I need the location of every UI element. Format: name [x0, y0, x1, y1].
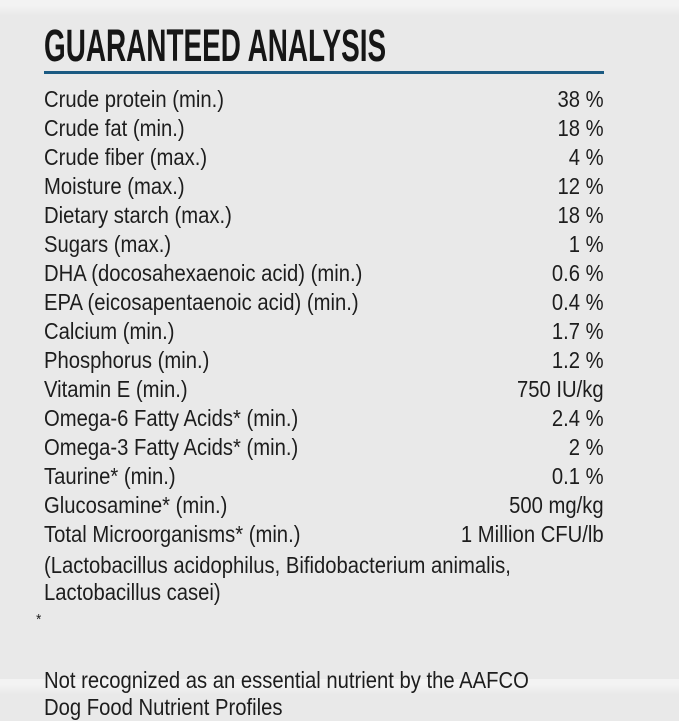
nutrient-label: DHA (docosahexaenoic acid) (min.) — [44, 260, 363, 286]
nutrient-label: Calcium (min.) — [44, 318, 175, 344]
table-row: EPA (eicosapentaenoic acid) (min.) 0.4 % — [44, 288, 604, 317]
nutrient-value: 18 % — [557, 115, 604, 141]
nutrient-label: Taurine* (min.) — [44, 463, 176, 489]
table-row: Vitamin E (min.) 750 IU/kg — [44, 375, 604, 404]
table-row: Crude protein (min.) 38 % — [44, 85, 604, 114]
nutrient-value: 12 % — [557, 173, 604, 199]
table-row: Dietary starch (max.) 18 % — [44, 201, 604, 230]
nutrient-value: 2.4 % — [551, 405, 604, 431]
nutrient-value: 1 Million CFU/lb — [460, 521, 604, 547]
analysis-rows: Crude protein (min.) 38 % Crude fat (min… — [44, 85, 604, 549]
nutrient-label: Omega-6 Fatty Acids* (min.) — [44, 405, 299, 431]
footnote-text: Not recognized as an essential nutrient … — [44, 667, 529, 720]
footnote-asterisk: * — [36, 611, 42, 628]
table-row: Calcium (min.) 1.7 % — [44, 317, 604, 346]
nutrient-value: 0.1 % — [551, 463, 604, 489]
guaranteed-analysis-panel: GUARANTEED ANALYSIS Crude protein (min.)… — [36, 20, 604, 721]
nutrient-value: 2 % — [568, 434, 604, 460]
nutrient-label: Sugars (max.) — [44, 231, 172, 257]
page-title: GUARANTEED ANALYSIS — [44, 20, 387, 71]
table-row: Crude fat (min.) 18 % — [44, 114, 604, 143]
nutrient-label: Crude fiber (max.) — [44, 144, 208, 170]
nutrient-label: Glucosamine* (min.) — [44, 492, 228, 518]
microorganism-species-note: (Lactobacillus acidophilus, Bifidobacter… — [44, 552, 511, 605]
nutrient-value: 1.7 % — [551, 318, 604, 344]
table-row: Phosphorus (min.) 1.2 % — [44, 346, 604, 375]
nutrient-value: 4 % — [568, 144, 604, 170]
table-row: Sugars (max.) 1 % — [44, 230, 604, 259]
nutrient-value: 500 mg/kg — [509, 492, 604, 518]
nutrient-label: Crude protein (min.) — [44, 86, 224, 112]
aafco-footnote: * Not recognized as an essential nutrien… — [36, 612, 604, 721]
table-row: Moisture (max.) 12 % — [44, 172, 604, 201]
table-row: Crude fiber (max.) 4 % — [44, 143, 604, 172]
table-row: DHA (docosahexaenoic acid) (min.) 0.6 % — [44, 259, 604, 288]
nutrient-label: Phosphorus (min.) — [44, 347, 210, 373]
nutrient-label: EPA (eicosapentaenoic acid) (min.) — [44, 289, 359, 315]
nutrient-label: Omega-3 Fatty Acids* (min.) — [44, 434, 299, 460]
nutrient-value: 18 % — [557, 202, 604, 228]
nutrient-label: Vitamin E (min.) — [44, 376, 188, 402]
title-divider-rule — [44, 71, 604, 74]
nutrient-label: Moisture (max.) — [44, 173, 185, 199]
table-row: Taurine* (min.) 0.1 % — [44, 462, 604, 491]
table-row: Total Microorganisms* (min.) 1 Million C… — [44, 520, 604, 549]
table-row: Omega-3 Fatty Acids* (min.) 2 % — [44, 433, 604, 462]
nutrient-value: 750 IU/kg — [517, 376, 604, 402]
nutrient-value: 38 % — [557, 86, 604, 112]
nutrient-label: Dietary starch (max.) — [44, 202, 232, 228]
table-row: Omega-6 Fatty Acids* (min.) 2.4 % — [44, 404, 604, 433]
nutrient-label: Total Microorganisms* (min.) — [44, 521, 301, 547]
nutrient-value: 1.2 % — [551, 347, 604, 373]
analysis-content: Crude protein (min.) 38 % Crude fat (min… — [36, 85, 604, 721]
nutrient-value: 0.6 % — [551, 260, 604, 286]
nutrient-value: 1 % — [568, 231, 604, 257]
table-row: Glucosamine* (min.) 500 mg/kg — [44, 491, 604, 520]
nutrient-label: Crude fat (min.) — [44, 115, 185, 141]
nutrient-value: 0.4 % — [551, 289, 604, 315]
